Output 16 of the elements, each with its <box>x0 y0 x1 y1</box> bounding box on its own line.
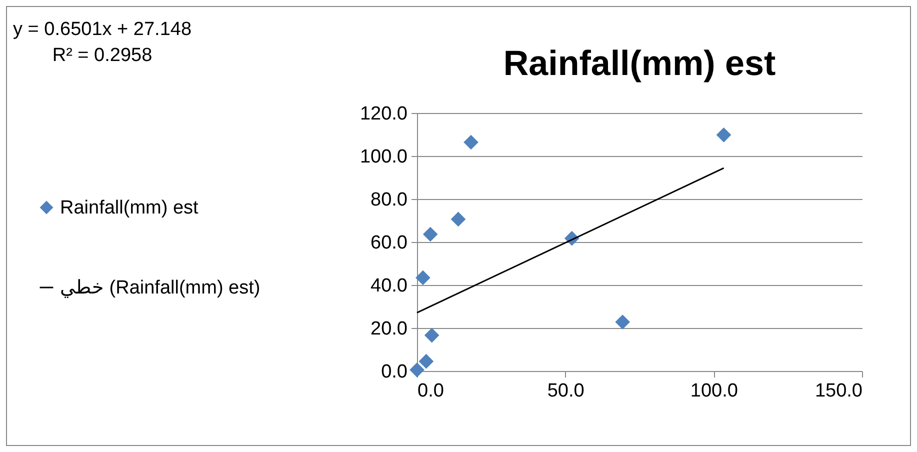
y-tick-label: 80.0 <box>370 190 408 210</box>
text: R² = 0.2958 <box>51 44 154 68</box>
y-tick-label: 0.0 <box>381 362 408 382</box>
y-tick-label: 100.0 <box>360 146 408 168</box>
x-tick-label: 150.0 <box>814 380 862 402</box>
legend-label: خطي (Rainfall(mm) est) <box>60 278 260 298</box>
y-tick-label: 60.0 <box>370 232 408 254</box>
x-tick-label: 100.0 <box>690 380 738 402</box>
legend-label: Rainfall(mm) est <box>60 198 200 218</box>
y-tick-label: 120.0 <box>360 104 408 124</box>
y-tick-label: 40.0 <box>370 276 408 296</box>
text: y = 0.6501x + 27.148 <box>13 18 192 42</box>
x-tick-label: 0.0 <box>418 380 444 402</box>
y-tick-label: 20.0 <box>370 318 408 340</box>
chart-title: Rainfall(mm) est <box>503 44 776 83</box>
x-tick-label: 50.0 <box>547 380 584 402</box>
